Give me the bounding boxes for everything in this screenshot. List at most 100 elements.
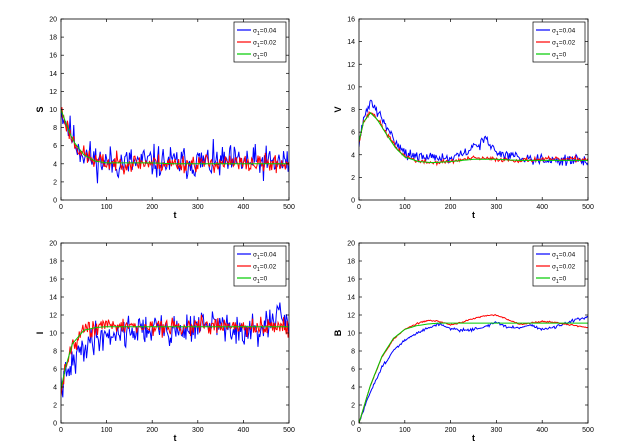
- y-tick-label: 8: [351, 107, 355, 114]
- legend-label: σ1=0.02: [552, 40, 576, 50]
- y-tick-label: 14: [347, 295, 355, 302]
- y-tick-label: 4: [53, 161, 57, 168]
- y-tick-label: 6: [351, 130, 355, 137]
- y-tick-label: 6: [53, 367, 57, 374]
- x-tick-label: 100: [399, 204, 411, 211]
- legend-label: σ1=0.04: [552, 252, 576, 262]
- series-line-sigma-002: [359, 314, 588, 423]
- x-tick-label: 400: [238, 204, 250, 211]
- y-tick-label: 8: [53, 125, 57, 132]
- legend-label: σ1=0: [552, 276, 567, 286]
- x-tick-label: 300: [192, 427, 204, 434]
- y-tick-label: 8: [351, 349, 355, 356]
- y-tick-label: 18: [347, 259, 355, 266]
- y-tick-label: 0: [53, 421, 57, 428]
- y-tick-label: 0: [351, 421, 355, 428]
- x-tick-label: 0: [59, 204, 63, 211]
- x-tick-label: 100: [399, 427, 411, 434]
- x-tick-label: 500: [582, 427, 594, 434]
- x-tick-label: 400: [536, 427, 548, 434]
- legend-label: σ1=0.04: [253, 28, 277, 38]
- y-tick-label: 16: [49, 277, 57, 284]
- y-axis-label: B: [333, 329, 343, 336]
- y-tick-label: 14: [347, 39, 355, 46]
- x-axis-label: t: [174, 433, 177, 443]
- y-tick-label: 10: [49, 107, 57, 114]
- legend: σ1=0.04 σ1=0.02 σ1=0: [532, 245, 586, 287]
- x-tick-label: 0: [357, 204, 361, 211]
- panel-v: 0 100 200 300 400 5000246810121416tVσ1=0.04σ1…: [333, 17, 594, 221]
- y-axis-label: V: [333, 106, 343, 112]
- y-tick-label: 4: [351, 152, 355, 159]
- series-line-sigma-004: [359, 315, 588, 423]
- series-line-sigma-0: [61, 109, 289, 165]
- legend: σ1=0.04 σ1=0.02 σ1=0: [532, 21, 586, 63]
- panel-i: 0 100 200 300 400 500 0 2 4 6 8 10 12 14 16 18 20 t Iσ1=0.…: [35, 241, 295, 444]
- legend-label: σ1=0: [552, 52, 567, 62]
- x-tick-label: 200: [445, 204, 457, 211]
- y-tick-label: 2: [53, 179, 57, 186]
- x-tick-label: 300: [192, 204, 204, 211]
- x-tick-label: 100: [101, 204, 113, 211]
- series-line-sigma-0: [61, 326, 289, 389]
- x-tick-label: 400: [238, 427, 250, 434]
- y-tick-label: 18: [49, 35, 57, 42]
- y-axis-label: S: [35, 106, 45, 112]
- y-tick-label: 4: [53, 385, 57, 392]
- y-tick-label: 2: [351, 175, 355, 182]
- y-tick-label: 20: [49, 17, 57, 24]
- y-tick-label: 12: [347, 62, 355, 69]
- series-line-sigma-004: [61, 109, 289, 184]
- x-axis-label: t: [472, 433, 475, 443]
- x-tick-label: 0: [357, 427, 361, 434]
- y-tick-label: 12: [49, 89, 57, 96]
- legend-label: σ1=0: [253, 52, 268, 62]
- x-tick-label: 500: [283, 427, 295, 434]
- x-axis-label: t: [472, 210, 475, 220]
- y-tick-label: 14: [49, 71, 57, 78]
- x-axis-label: t: [174, 210, 177, 220]
- y-tick-label: 6: [351, 367, 355, 374]
- y-tick-label: 16: [347, 277, 355, 284]
- y-tick-label: 10: [347, 84, 355, 91]
- legend-label: σ1=0.02: [552, 264, 576, 274]
- y-tick-label: 10: [347, 331, 355, 338]
- legend: σ1=0.04 σ1=0.02 σ1=0: [233, 245, 287, 287]
- y-tick-label: 16: [49, 53, 57, 60]
- legend-label: σ1=0.04: [552, 28, 576, 38]
- x-tick-label: 500: [283, 204, 295, 211]
- panel-s: 0 100 200 300 400 500 0 2 4 6 8 10 12 14 16 18 20 t Sσ1=0.…: [35, 17, 295, 221]
- y-tick-label: 20: [347, 241, 355, 248]
- y-tick-label: 12: [347, 313, 355, 320]
- y-tick-label: 16: [347, 17, 355, 24]
- legend-label: σ1=0.02: [253, 264, 277, 274]
- legend-label: σ1=0: [253, 276, 268, 286]
- y-tick-label: 12: [49, 313, 57, 320]
- x-tick-label: 100: [101, 427, 113, 434]
- y-tick-label: 6: [53, 143, 57, 150]
- y-tick-label: 4: [351, 385, 355, 392]
- y-tick-label: 0: [351, 198, 355, 205]
- series-line-sigma-0: [359, 112, 588, 164]
- y-axis-label: I: [35, 332, 45, 335]
- y-tick-label: 0: [53, 198, 57, 205]
- series-line-sigma-0: [359, 322, 588, 423]
- y-tick-label: 14: [49, 295, 57, 302]
- y-tick-label: 10: [49, 331, 57, 338]
- y-tick-label: 18: [49, 259, 57, 266]
- series-line-sigma-002: [61, 107, 289, 175]
- x-tick-label: 500: [582, 204, 594, 211]
- y-tick-label: 2: [351, 403, 355, 410]
- x-tick-label: 200: [445, 427, 457, 434]
- x-tick-label: 300: [491, 204, 503, 211]
- series-line-sigma-004: [61, 302, 289, 398]
- legend-label: σ1=0.04: [253, 252, 277, 262]
- y-tick-label: 20: [49, 241, 57, 248]
- legend: σ1=0.04 σ1=0.02 σ1=0: [233, 21, 287, 63]
- y-tick-label: 2: [53, 403, 57, 410]
- x-tick-label: 200: [146, 427, 158, 434]
- x-tick-label: 300: [491, 427, 503, 434]
- panel-b: 0 100 200 300 400 500 0 2 4 6 8 10 12 14 16 18 20 t Bσ1=0.…: [333, 241, 594, 444]
- x-tick-label: 200: [146, 204, 158, 211]
